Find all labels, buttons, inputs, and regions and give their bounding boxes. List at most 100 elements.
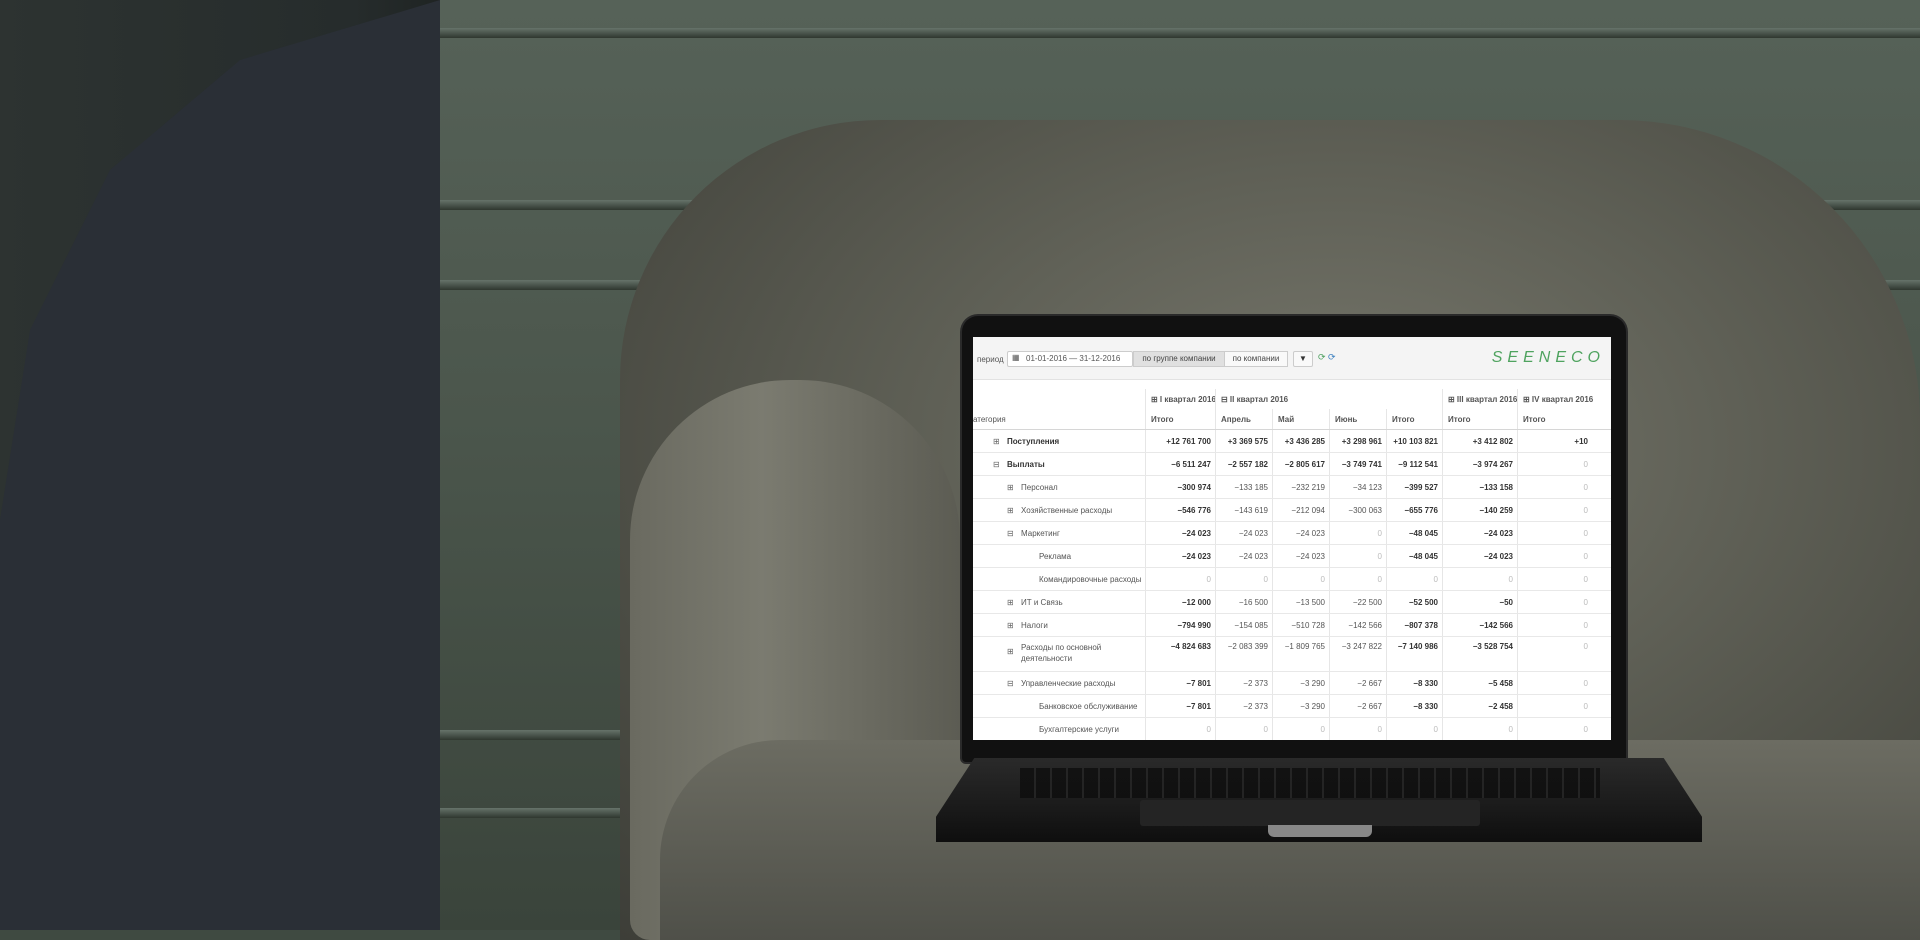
group-header-q4[interactable]: ⊞ IV квартал 2016 <box>1517 389 1593 409</box>
sync-icon[interactable]: ⟳ <box>1328 352 1336 362</box>
expand-icon[interactable]: ⊞ <box>1007 620 1014 630</box>
filter-icon[interactable]: ▼ <box>1293 351 1313 367</box>
refresh-icon[interactable]: ⟳ <box>1318 352 1326 362</box>
table-cell: 0 <box>1517 614 1592 636</box>
by-company-button[interactable]: по компании <box>1224 351 1288 367</box>
table-cell: 0 <box>1272 718 1329 740</box>
table-cell: −794 990 <box>1145 614 1215 636</box>
laptop-screen: период ▦ 01-01-2016 — 31-12-2016 по груп… <box>973 337 1611 740</box>
table-row[interactable]: ⊞ Налоги −794 990 −154 085 −510 728 −142 566−… <box>973 614 1611 637</box>
group-header-q1[interactable]: ⊞ I квартал 2016 <box>1145 389 1216 409</box>
table-cell: −300 974 <box>1145 476 1215 498</box>
table-row[interactable]: Реклама −24 023 −24 023 −24 023 0 −48 045 −24 … <box>973 545 1611 568</box>
expand-icon[interactable]: ⊞ <box>1007 647 1014 656</box>
date-range-input[interactable]: ▦ 01-01-2016 — 31-12-2016 <box>1007 351 1133 367</box>
row-category: ⊟ Выплаты <box>973 453 1145 475</box>
collapse-icon[interactable]: ⊟ <box>1007 528 1014 538</box>
table-cell: −142 566 <box>1329 614 1386 636</box>
table-body: ⊞ Поступления +12 761 700 +3 369 575 +3 436 … <box>973 430 1611 740</box>
row-category: Командировочные расходы <box>973 568 1206 590</box>
table-row[interactable]: ⊟ Выплаты −6 511 247 −2 557 182 −2 805 617 −3… <box>973 453 1611 476</box>
table-row[interactable]: Командировочные расходы 0 0 0 0 0 0 0 <box>973 568 1611 591</box>
category-header: атегория <box>973 414 1006 424</box>
table-cell: −48 045 <box>1386 545 1442 567</box>
table-cell: −52 500 <box>1386 591 1442 613</box>
table-cell: −546 776 <box>1145 499 1215 521</box>
table-cell: −807 378 <box>1386 614 1442 636</box>
expand-icon[interactable]: ⊞ <box>1007 597 1014 607</box>
table-cell: 0 <box>1442 718 1517 740</box>
row-category: ⊞ ИТ и Связь <box>973 591 1145 613</box>
table-cell: −24 023 <box>1272 522 1329 544</box>
period-label: период <box>977 355 1004 364</box>
table-cell: 0 <box>1215 718 1272 740</box>
table-row[interactable]: Бухгалтерские услуги 0 0 0 0 0 0 0 <box>973 718 1611 740</box>
table-row[interactable]: ⊞ Поступления +12 761 700 +3 369 575 +3 436 … <box>973 430 1611 453</box>
row-label: ИТ и Связь <box>1021 597 1063 607</box>
table-cell: −2 083 399 <box>1215 637 1272 671</box>
table-cell: −232 219 <box>1272 476 1329 498</box>
row-category: ⊞ Хозяйственные расходы <box>973 499 1145 521</box>
table-cell: −3 247 822 <box>1329 637 1386 671</box>
table-cell: 0 <box>1386 568 1442 590</box>
table-cell: −133 158 <box>1442 476 1517 498</box>
table-column-header: атегория Итого Апрель Май Июнь Итого Ито… <box>973 409 1611 430</box>
table-row[interactable]: Банковское обслуживание −7 801 −2 373 −3 29… <box>973 695 1611 718</box>
by-group-button[interactable]: по группе компании <box>1133 351 1225 367</box>
collapse-icon[interactable]: ⊟ <box>993 459 1000 469</box>
row-label: Банковское обслуживание <box>1039 701 1138 711</box>
group-header-q3[interactable]: ⊞ III квартал 2016 <box>1442 389 1517 409</box>
table-row[interactable]: ⊞ Расходы по основной деятельности −4 824 … <box>973 637 1611 672</box>
table-cell: −3 974 267 <box>1442 453 1517 475</box>
date-range-value: 01-01-2016 — 31-12-2016 <box>1026 354 1121 363</box>
table-cell: −2 373 <box>1215 672 1272 694</box>
table-cell: −2 667 <box>1329 695 1386 717</box>
table-cell: −142 566 <box>1442 614 1517 636</box>
laptop-keyboard <box>1020 768 1600 798</box>
table-cell: −2 805 617 <box>1272 453 1329 475</box>
table-cell: −5 458 <box>1442 672 1517 694</box>
table-cell: 0 <box>1517 718 1592 740</box>
column-header: Июнь <box>1329 409 1386 429</box>
table-cell: 0 <box>1517 672 1592 694</box>
seeneco-logo: SEENECO <box>1491 349 1605 366</box>
row-label: Реклама <box>1039 551 1072 561</box>
table-row[interactable]: ⊞ Персонал −300 974 −133 185 −232 219 −34 123… <box>973 476 1611 499</box>
table-row[interactable]: ⊟ Управленческие расходы −7 801 −2 373 −3 29… <box>973 672 1611 695</box>
row-category: ⊞ Расходы по основной деятельности <box>973 637 1145 671</box>
table-cell: −133 185 <box>1215 476 1272 498</box>
wall-molding <box>440 28 1920 38</box>
column-header: Итого <box>1517 409 1592 429</box>
row-label: Маркетинг <box>1021 528 1060 538</box>
table-cell: 0 <box>1329 545 1386 567</box>
table-cell: 0 <box>1442 568 1517 590</box>
table-cell: 0 <box>1145 568 1215 590</box>
table-row[interactable]: ⊞ ИТ и Связь −12 000 −16 500 −13 500 −22 500−… <box>973 591 1611 614</box>
expand-icon[interactable]: ⊞ <box>993 436 1000 446</box>
report-table: ⊞ I квартал 2016 ⊟ II квартал 2016 ⊞ III… <box>973 389 1611 740</box>
table-cell: +3 369 575 <box>1215 430 1272 452</box>
collapse-icon[interactable]: ⊟ <box>1007 678 1014 688</box>
table-cell: −2 373 <box>1215 695 1272 717</box>
table-row[interactable]: ⊟ Маркетинг −24 023 −24 023 −24 023 0 −48 045−… <box>973 522 1611 545</box>
row-label: Налоги <box>1021 620 1048 630</box>
table-row[interactable]: ⊞ Хозяйственные расходы −546 776 −143 619 −2… <box>973 499 1611 522</box>
row-label: Поступления <box>1007 436 1060 446</box>
expand-icon[interactable]: ⊞ <box>1007 482 1014 492</box>
table-cell: −24 023 <box>1272 545 1329 567</box>
table-cell: +3 298 961 <box>1329 430 1386 452</box>
laptop-notch <box>1268 825 1372 837</box>
table-cell: −3 749 741 <box>1329 453 1386 475</box>
table-cell: 0 <box>1145 718 1215 740</box>
table-cell: +10 103 821 <box>1386 430 1442 452</box>
row-label: Управленческие расходы <box>1021 678 1116 688</box>
table-cell: −24 023 <box>1145 522 1215 544</box>
expand-icon[interactable]: ⊞ <box>1007 505 1014 515</box>
table-cell: −12 000 <box>1145 591 1215 613</box>
group-header-q2[interactable]: ⊟ II квартал 2016 <box>1215 389 1442 409</box>
table-cell: −6 511 247 <box>1145 453 1215 475</box>
table-cell: −50 <box>1442 591 1517 613</box>
toolbar: период ▦ 01-01-2016 — 31-12-2016 по груп… <box>973 337 1611 380</box>
table-cell: −1 809 765 <box>1272 637 1329 671</box>
table-cell: 0 <box>1517 499 1592 521</box>
